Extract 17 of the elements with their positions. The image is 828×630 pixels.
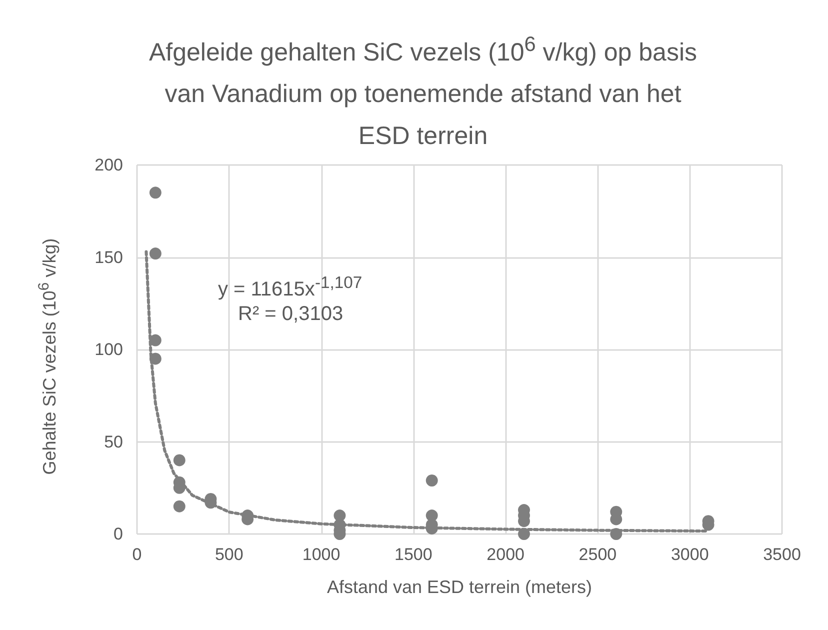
y-tick-label: 150 <box>94 248 123 267</box>
x-tick-label: 1000 <box>302 545 340 564</box>
x-tick-label: 3000 <box>670 545 709 564</box>
x-tick-label: 0 <box>132 545 142 564</box>
x-tick-label: 1500 <box>394 545 432 564</box>
y-tick-label: 100 <box>94 340 123 359</box>
x-tick-label: 3500 <box>763 545 801 564</box>
chart-title: Afgeleide gehalten SiC vezels (10$^{6}$ v/kg) op basis van Vanadium op toenemende afstand van het ESD terrein <box>148 32 698 152</box>
x-tick-label: 2000 <box>486 545 524 564</box>
annotation: y = 11615x$^{-1,107}$ <box>218 273 362 302</box>
x-axis-title: Afstand van ESD terrein (meters) <box>326 577 592 597</box>
y-tick-label: 50 <box>104 432 123 452</box>
y-tick-label: 200 <box>94 156 123 174</box>
y-tick-label: 0 <box>114 524 123 544</box>
x-tick-label: 500 <box>214 545 244 564</box>
x-tick-label: 2500 <box>578 545 617 564</box>
annotation: R² = 0,3103 <box>238 303 344 326</box>
